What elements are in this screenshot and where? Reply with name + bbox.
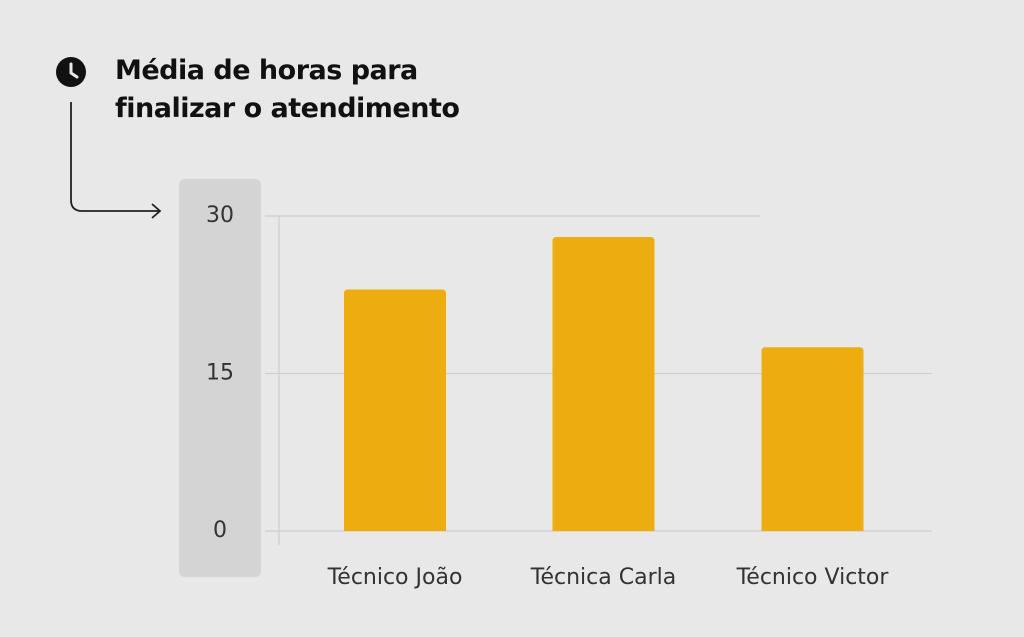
pointer-arrow xyxy=(70,102,162,219)
x-tick-label: Técnica Carla xyxy=(530,565,676,590)
x-tick-label: Técnico Victor xyxy=(736,565,890,590)
y-tick-label: 0 xyxy=(213,518,227,543)
y-tick-label: 15 xyxy=(206,361,234,386)
chart-title: Média de horas para finalizar o atendime… xyxy=(115,55,460,124)
bar xyxy=(552,237,655,531)
y-tick-label: 30 xyxy=(206,203,234,228)
bar xyxy=(761,347,864,531)
bar xyxy=(344,289,446,531)
axis-highlight xyxy=(179,179,261,577)
x-tick-label: Técnico João xyxy=(327,565,463,590)
clock-hands xyxy=(69,62,79,79)
